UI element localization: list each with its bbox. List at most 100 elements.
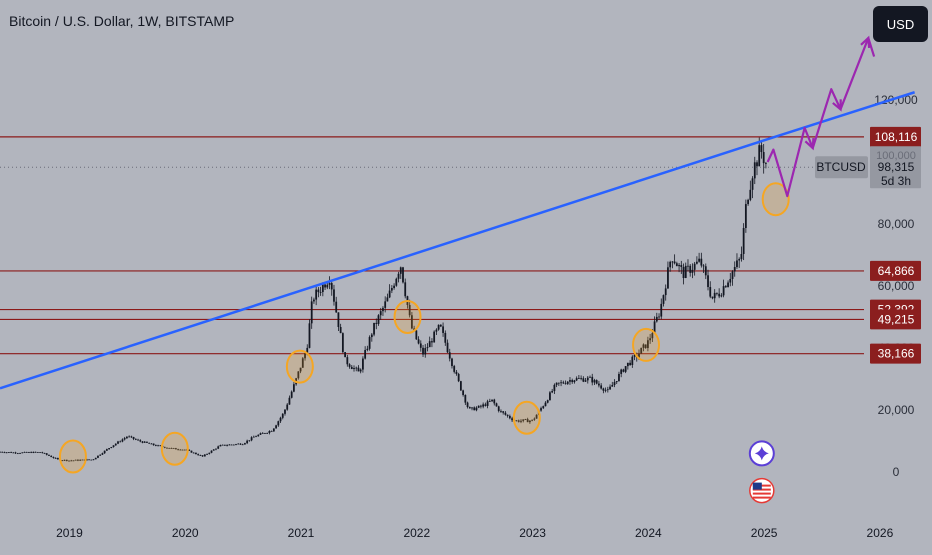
highlight-circle[interactable]	[632, 327, 661, 362]
candle	[435, 328, 438, 335]
candle	[252, 435, 255, 438]
candle	[580, 375, 583, 381]
candle	[729, 272, 732, 287]
candle	[693, 261, 696, 276]
candle	[339, 323, 342, 334]
candle	[491, 399, 493, 403]
candle	[170, 447, 173, 449]
candle	[288, 395, 291, 405]
candle	[70, 459, 73, 462]
candle	[97, 455, 99, 459]
candle	[255, 435, 257, 438]
candle	[598, 380, 600, 388]
candle	[402, 266, 404, 284]
highlight-circle[interactable]	[58, 439, 87, 474]
event-icons[interactable]	[748, 440, 775, 504]
highlight-circle[interactable]	[761, 182, 790, 217]
highlight-circle[interactable]	[285, 349, 314, 384]
candle	[337, 312, 340, 331]
candle	[606, 386, 609, 393]
candle	[433, 330, 436, 343]
candle	[335, 296, 338, 313]
candle	[333, 284, 335, 306]
candle	[517, 419, 520, 423]
candle	[150, 443, 153, 445]
candle	[355, 366, 358, 372]
countdown: 5d 3h	[881, 174, 911, 188]
candle	[442, 322, 444, 337]
candle	[292, 382, 295, 393]
candle	[101, 452, 104, 456]
candle	[232, 444, 235, 446]
trendline-layer[interactable]	[0, 91, 916, 390]
candle	[760, 140, 763, 159]
candle	[753, 156, 756, 185]
candle	[14, 451, 17, 454]
star-circle-icon[interactable]	[748, 440, 775, 467]
trendline[interactable]	[0, 91, 916, 390]
candle	[54, 457, 57, 459]
candle	[266, 432, 269, 435]
highlight-circle[interactable]	[512, 400, 541, 435]
candle	[5, 452, 8, 454]
candle	[8, 452, 10, 453]
candle	[544, 401, 547, 407]
us-flag-icon[interactable]	[749, 477, 775, 504]
candle	[105, 448, 108, 451]
candle	[744, 199, 747, 233]
candle	[582, 376, 585, 383]
candle	[504, 411, 507, 416]
candle	[0, 451, 1, 453]
candle	[114, 443, 117, 446]
x-tick-label: 2020	[172, 526, 199, 540]
candle	[90, 459, 93, 461]
candle	[562, 380, 565, 385]
candle	[462, 389, 465, 397]
candle	[404, 278, 407, 299]
candle	[437, 324, 440, 331]
candle	[546, 399, 549, 404]
candle	[290, 390, 293, 399]
candle	[39, 451, 41, 453]
candle	[384, 296, 387, 313]
candle	[188, 449, 191, 452]
candle	[3, 451, 6, 454]
svg-text:38,166: 38,166	[878, 347, 915, 361]
candle	[455, 369, 458, 376]
candle	[284, 409, 286, 416]
candle	[571, 378, 574, 384]
candle	[557, 382, 560, 386]
projection-layer[interactable]	[766, 35, 876, 198]
candle	[241, 443, 244, 446]
candle	[317, 287, 320, 298]
candle	[299, 367, 302, 374]
x-tick-label: 2024	[635, 526, 662, 540]
candle	[511, 416, 513, 422]
candle	[110, 446, 113, 449]
price-badges: 108,11664,86652,39249,21538,166BTCUSD100…	[815, 126, 921, 364]
candle	[319, 286, 322, 296]
svg-text:108,116: 108,116	[875, 130, 918, 144]
currency-button[interactable]: USD	[873, 6, 928, 42]
candle	[368, 335, 371, 351]
candle	[684, 262, 687, 279]
support-resistance-levels	[0, 136, 864, 355]
highlight-circle[interactable]	[393, 300, 422, 334]
candle	[268, 430, 271, 435]
candle	[219, 444, 222, 447]
highlight-circle[interactable]	[160, 431, 189, 466]
candle	[344, 352, 347, 358]
candle	[382, 306, 384, 316]
candle	[395, 277, 398, 287]
candle	[112, 445, 115, 448]
candle	[43, 452, 46, 454]
candle	[141, 441, 144, 444]
candle	[687, 259, 689, 272]
candle	[740, 246, 743, 262]
candle	[103, 450, 106, 454]
candle	[399, 266, 402, 279]
candle	[468, 406, 471, 409]
candle	[137, 438, 139, 441]
candle	[148, 442, 151, 444]
